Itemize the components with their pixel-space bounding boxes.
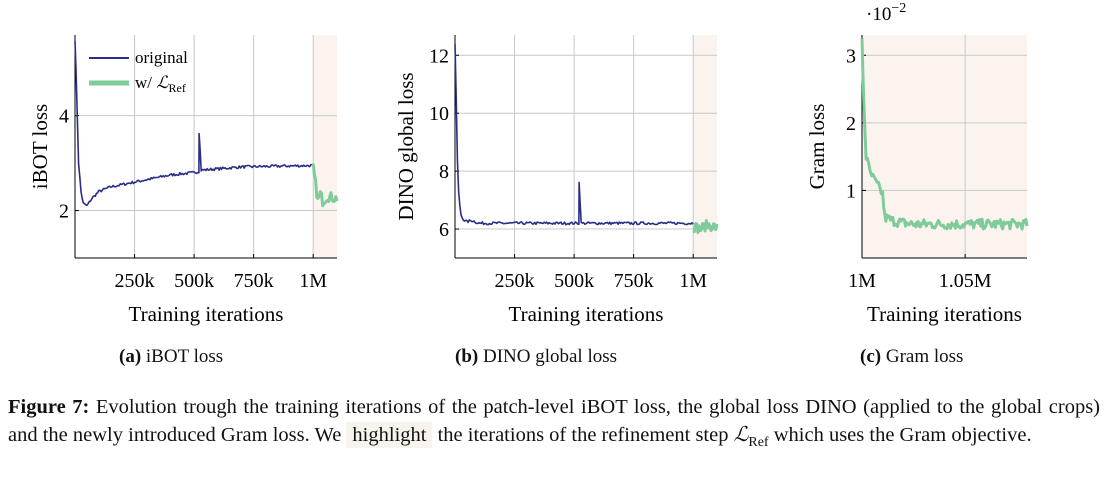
gram-ytick-label-0: 1: [846, 180, 856, 202]
caption-symbol: ℒ: [733, 424, 749, 446]
gram-xlabel: Training iterations: [867, 302, 1022, 326]
gram-y-multiplier: ·10−2: [866, 1, 906, 25]
caption-part1: Evolution trough the training iterations…: [8, 396, 1100, 446]
gram-xtick-label-1: 1.05M: [939, 270, 992, 292]
dino-xtick-label-2: 750k: [614, 270, 654, 292]
dino-ytick-label-0: 6: [439, 219, 449, 241]
dino-refine-highlight: [693, 35, 717, 258]
dino-ytick-label-3: 12: [429, 45, 449, 67]
subcaption-b-text: DINO global loss: [478, 346, 618, 367]
subcaption-b: (b) DINO global loss: [455, 346, 617, 368]
ibot-xtick-label-3: 1M: [299, 270, 327, 292]
caption-label: Figure 7:: [8, 396, 90, 418]
gram-xtick-label-0: 1M: [848, 270, 876, 292]
gram-ytick-label-2: 3: [846, 45, 856, 67]
gram-series-refine: [860, 38, 1029, 231]
caption-symbol-sub: Ref: [748, 435, 769, 451]
gram-ytick-label-1: 2: [846, 113, 856, 135]
subcaption-a-label: (a): [119, 346, 142, 367]
legend-refine-label: w/ ℒRef: [135, 73, 186, 95]
ibot-xtick-label-2: 750k: [234, 270, 274, 292]
subcaption-c-label: (c): [860, 346, 882, 367]
dino-xtick-label-3: 1M: [679, 270, 707, 292]
dino-xlabel: Training iterations: [509, 302, 664, 326]
subcaption-a-text: iBOT loss: [141, 346, 224, 367]
ibot-xlabel: Training iterations: [129, 302, 284, 326]
gram-ylabel: Gram loss: [805, 104, 829, 190]
ibot-chart: 250k 500k 750k 1M 2 4 Training iterations iBOT …: [28, 35, 339, 326]
ibot-legend: original w/ ℒRef: [89, 48, 188, 95]
ibot-ylabel: iBOT loss: [28, 104, 52, 189]
dino-ytick-label-1: 8: [439, 161, 449, 183]
ibot-series-refine: [311, 163, 339, 208]
ibot-xtick-label-0: 250k: [115, 270, 155, 292]
caption-part2: the iterations of the refinement step: [432, 424, 734, 446]
legend-original-label: original: [135, 48, 188, 67]
dino-ytick-label-2: 10: [429, 103, 449, 125]
dino-xtick-label-0: 250k: [495, 270, 535, 292]
caption-highlight: highlight: [346, 422, 433, 448]
dino-chart: 250k 500k 750k 1M 6 8 10 12 Training iterations D…: [394, 35, 719, 326]
ibot-refine-highlight: [313, 35, 337, 258]
dino-xtick-label-1: 500k: [554, 270, 594, 292]
figure: 250k 500k 750k 1M 2 4 Training iterations iBOT …: [28, 1, 1029, 326]
ibot-series-original: [74, 41, 314, 207]
legend-refine-sub: Ref: [169, 81, 186, 95]
subcaption-b-label: (b): [455, 346, 479, 367]
ibot-ytick-label-0: 2: [59, 201, 69, 223]
ibot-xtick-label-1: 500k: [174, 270, 214, 292]
subcaption-a: (a) iBOT loss: [119, 346, 223, 368]
gram-chart: 1M 1.05M 1 2 3 Training iterations Gram loss ·1…: [805, 1, 1029, 326]
subcaption-c-text: Gram loss: [881, 346, 964, 367]
figure-caption: Figure 7: Evolution trough the training …: [8, 393, 1100, 457]
gram-y-multiplier-exp: −2: [891, 1, 906, 16]
caption-part3: which uses the Gram objective.: [768, 424, 1032, 446]
dino-series-refine: [692, 219, 719, 235]
subcaption-c: (c) Gram loss: [860, 346, 963, 368]
dino-series-original: [454, 43, 694, 226]
ibot-ytick-label-1: 4: [59, 106, 69, 128]
legend-refine-symbol: ℒ: [156, 73, 169, 92]
dino-ylabel: DINO global loss: [394, 72, 418, 220]
